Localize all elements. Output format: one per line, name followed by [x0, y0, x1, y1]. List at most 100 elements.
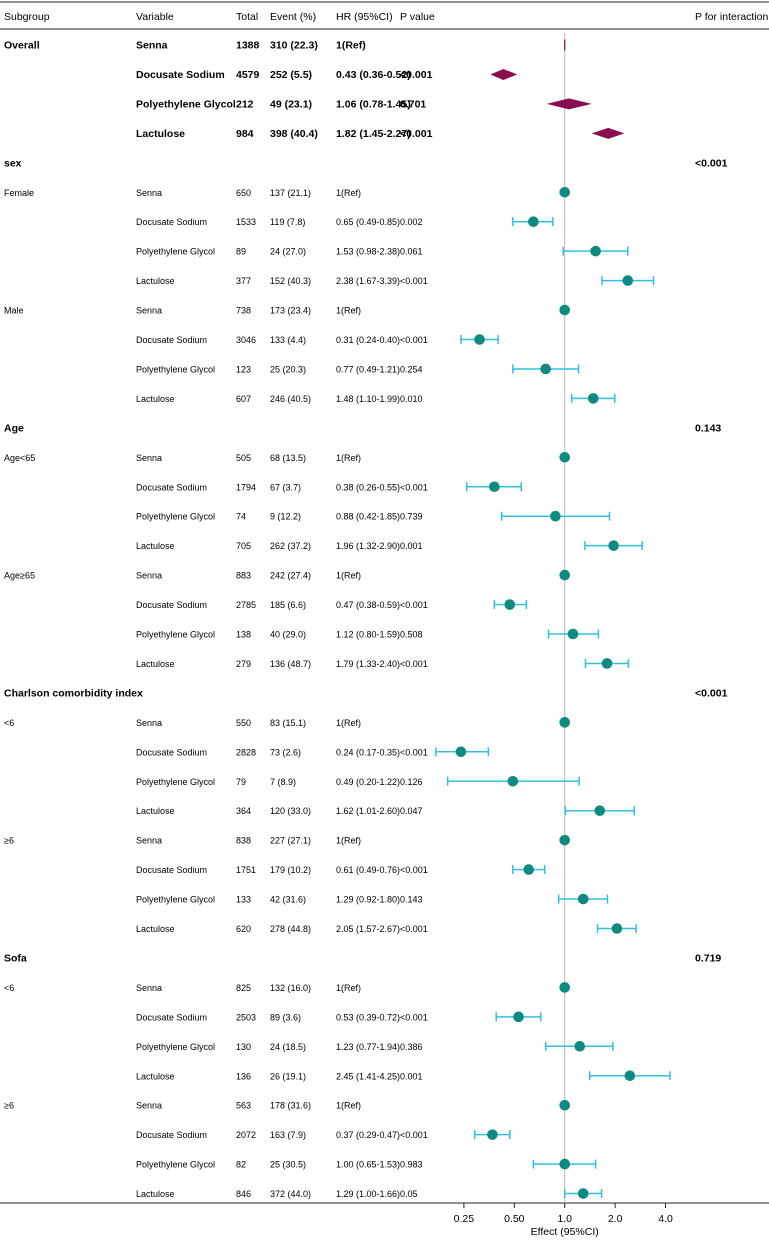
event-cell: 24 (27.0) — [270, 247, 306, 257]
hr-point — [594, 805, 606, 816]
p-value-cell: 0.739 — [400, 512, 423, 522]
total-cell: 984 — [236, 128, 254, 140]
hr-point — [489, 481, 500, 493]
variable-cell: Senna — [136, 40, 168, 52]
overall-diamond — [591, 127, 625, 139]
total-cell: 563 — [236, 1101, 251, 1111]
total-cell: 1533 — [236, 217, 256, 227]
event-cell: 25 (30.5) — [270, 1160, 306, 1170]
event-cell: 49 (23.1) — [270, 98, 312, 110]
hr-cell: 1(Ref) — [336, 306, 361, 316]
event-cell: 136 (48.7) — [270, 659, 311, 669]
header-event: Event (%) — [270, 11, 316, 23]
event-cell: 133 (4.4) — [270, 335, 306, 345]
hr-cell: 1.96 (1.32-2.90) — [336, 541, 400, 551]
hr-cell: 1.82 (1.45-2.27) — [336, 128, 411, 140]
table-rows: Overall Senna 1388 310 (22.3) 1(Ref) Docusate… — [4, 40, 728, 1200]
p-value-cell: <0.001 — [400, 276, 428, 286]
header-pvalue: P value — [400, 11, 435, 23]
hr-point — [559, 452, 571, 463]
p-value-cell: <0.001 — [400, 1012, 428, 1022]
hr-cell: 0.88 (0.42-1.85) — [336, 512, 400, 522]
variable-cell: Lactulose — [136, 394, 175, 404]
x-axis-label: Effect (95%CI) — [531, 1226, 599, 1238]
hr-cell: 1(Ref) — [336, 983, 361, 993]
p-value-cell: <0.001 — [400, 128, 433, 140]
hr-cell: 1.29 (0.92-1.80) — [336, 895, 400, 905]
hr-point — [577, 1188, 589, 1199]
event-cell: 278 (44.8) — [270, 924, 311, 934]
event-cell: 173 (23.4) — [270, 306, 311, 316]
header-variable: Variable — [136, 11, 174, 23]
total-cell: 705 — [236, 541, 251, 551]
p-value-cell: <0.001 — [400, 659, 428, 669]
variable-cell: Polyethylene Glycol — [136, 512, 215, 522]
subgroup-label: Age≥65 — [4, 571, 35, 581]
hr-point — [523, 864, 535, 875]
hr-point — [590, 245, 601, 257]
event-cell: 7 (8.9) — [270, 777, 296, 787]
variable-cell: Docusate Sodium — [136, 335, 207, 345]
total-cell: 377 — [236, 276, 251, 286]
variable-cell: Docusate Sodium — [136, 1012, 207, 1022]
hr-cell: 0.31 (0.24-0.40) — [336, 335, 400, 345]
hr-cell: 0.65 (0.49-0.85) — [336, 217, 400, 227]
hr-cell: 1(Ref) — [336, 40, 366, 52]
variable-cell: Lactulose — [136, 1189, 175, 1199]
variable-cell: Polyethylene Glycol — [136, 364, 215, 374]
event-cell: 83 (15.1) — [270, 718, 306, 728]
variable-cell: Docusate Sodium — [136, 600, 207, 610]
variable-cell: Lactulose — [136, 924, 175, 934]
hr-point — [474, 334, 485, 345]
event-cell: 398 (40.4) — [270, 128, 318, 140]
hr-cell: 0.77 (0.49-1.21) — [336, 364, 400, 374]
total-cell: 650 — [236, 188, 251, 198]
hr-cell: 0.37 (0.29-0.47) — [336, 1130, 400, 1140]
hr-cell: 1.06 (0.78-1.45) — [336, 98, 411, 110]
variable-cell: Polyethylene Glycol — [136, 895, 215, 905]
p-value-cell: 0.143 — [400, 895, 423, 905]
hr-point — [559, 1099, 571, 1111]
total-cell: 2785 — [236, 600, 256, 610]
hr-point — [559, 186, 571, 198]
x-tick-label: 1.0 — [557, 1213, 572, 1225]
total-cell: 138 — [236, 630, 251, 640]
interaction-p-value: <0.001 — [695, 157, 728, 169]
hr-cell: 2.05 (1.57-2.67) — [336, 924, 400, 934]
variable-cell: Senna — [136, 306, 162, 316]
hr-point — [528, 216, 539, 227]
hr-point — [507, 775, 519, 787]
subgroup-label: Overall — [4, 40, 40, 52]
p-value-cell: 0.047 — [400, 806, 423, 816]
x-tick-label: 2.0 — [608, 1213, 623, 1225]
p-value-cell: <0.001 — [400, 747, 428, 757]
total-cell: 136 — [236, 1071, 251, 1081]
hr-point — [587, 393, 599, 404]
hr-point — [574, 1041, 586, 1052]
hr-point — [513, 1011, 524, 1023]
p-value-cell: <0.001 — [400, 865, 428, 875]
hr-point — [559, 569, 571, 581]
p-value-cell: 0.508 — [400, 630, 423, 640]
total-cell: 79 — [236, 777, 246, 787]
p-value-cell: 0.254 — [400, 364, 423, 374]
variable-cell: Senna — [136, 836, 162, 846]
total-cell: 4579 — [236, 69, 260, 81]
p-value-cell: <0.001 — [400, 1130, 428, 1140]
hr-cell: 1.79 (1.33-2.40) — [336, 659, 400, 669]
hr-cell: 2.38 (1.67-3.39) — [336, 276, 400, 286]
total-cell: 212 — [236, 98, 254, 110]
hr-point — [611, 923, 623, 934]
total-cell: 1388 — [236, 40, 260, 52]
subgroup-label: Age<65 — [4, 453, 35, 463]
total-cell: 279 — [236, 659, 251, 669]
event-cell: 246 (40.5) — [270, 394, 311, 404]
variable-cell: Polyethylene Glycol — [136, 777, 215, 787]
total-cell: 883 — [236, 571, 251, 581]
hr-cell: 1(Ref) — [336, 188, 361, 198]
subgroup-header: Charlson comorbidity index — [4, 687, 143, 699]
variable-cell: Lactulose — [136, 806, 175, 816]
subgroup-header: Sofa — [4, 952, 27, 964]
plot-marks — [435, 39, 671, 1199]
x-tick-label: 0.25 — [454, 1213, 475, 1225]
